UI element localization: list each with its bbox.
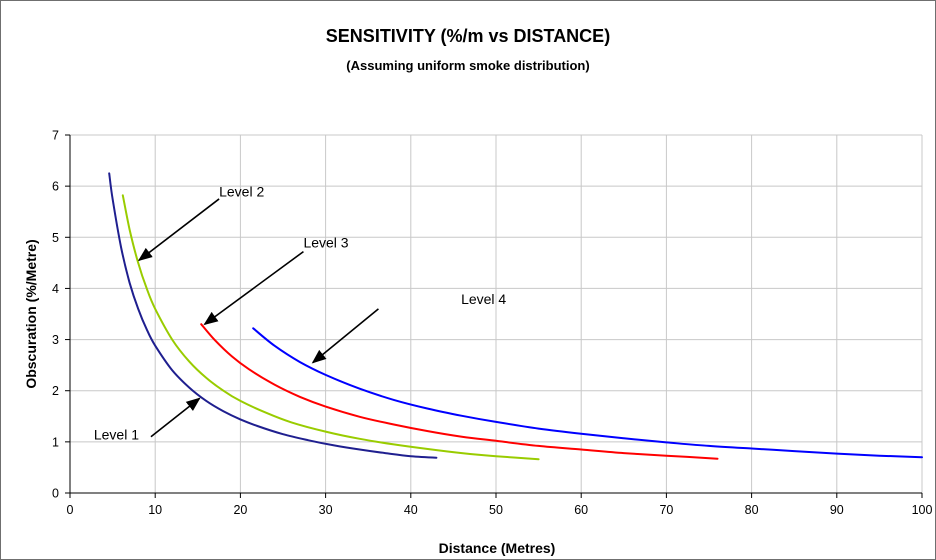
- y-tick-label: 0: [52, 487, 59, 501]
- y-axis-title: Obscuration (%/Metre): [23, 239, 39, 388]
- annotation-level-4: Level 4: [461, 291, 506, 307]
- x-tick-label: 20: [233, 503, 247, 517]
- annotation-arrow-level-2: [137, 198, 220, 262]
- annotation-arrow-level-3: [203, 250, 304, 326]
- y-tick-label: 6: [52, 180, 59, 194]
- series-line-level-3: [200, 323, 719, 460]
- annotations: Level 1 Level 2 Level 3 Level 4: [94, 183, 507, 442]
- axes: [65, 134, 923, 498]
- y-tick-label: 4: [52, 282, 59, 296]
- y-tick-label: 7: [52, 129, 59, 143]
- annotation-level-3: Level 3: [303, 235, 348, 251]
- data-series: [108, 172, 923, 461]
- y-tick-label: 1: [52, 435, 59, 449]
- chart-title: SENSITIVITY (%/m vs DISTANCE): [326, 26, 610, 46]
- gridlines: [70, 134, 923, 493]
- annotation-arrow-level-1: [150, 397, 201, 438]
- x-tick-label: 50: [489, 503, 503, 517]
- x-tick-label: 0: [67, 503, 74, 517]
- annotation-level-1: Level 1: [94, 426, 139, 442]
- x-axis-title: Distance (Metres): [439, 540, 556, 556]
- annotation-level-2: Level 2: [219, 183, 264, 199]
- x-tick-label: 80: [745, 503, 759, 517]
- chart-subtitle: (Assuming uniform smoke distribution): [346, 58, 589, 73]
- y-tick-label: 3: [52, 333, 59, 347]
- series-line-level-1: [108, 172, 438, 459]
- x-tick-label: 60: [574, 503, 588, 517]
- x-tick-label: 40: [404, 503, 418, 517]
- series-line-level-2: [121, 194, 540, 461]
- x-tick-label: 90: [830, 503, 844, 517]
- x-tick-label: 70: [659, 503, 673, 517]
- series-line-level-4: [252, 327, 923, 459]
- tick-labels: 0 10 20 30 40 50 60 70 80 90 100 0 1 2 3 4 5 6 7: [52, 129, 932, 518]
- annotation-arrow-level-4: [311, 308, 379, 364]
- x-tick-label: 10: [148, 503, 162, 517]
- x-tick-label: 100: [912, 503, 933, 517]
- x-tick-label: 30: [319, 503, 333, 517]
- y-tick-label: 2: [52, 384, 59, 398]
- y-tick-label: 5: [52, 231, 59, 245]
